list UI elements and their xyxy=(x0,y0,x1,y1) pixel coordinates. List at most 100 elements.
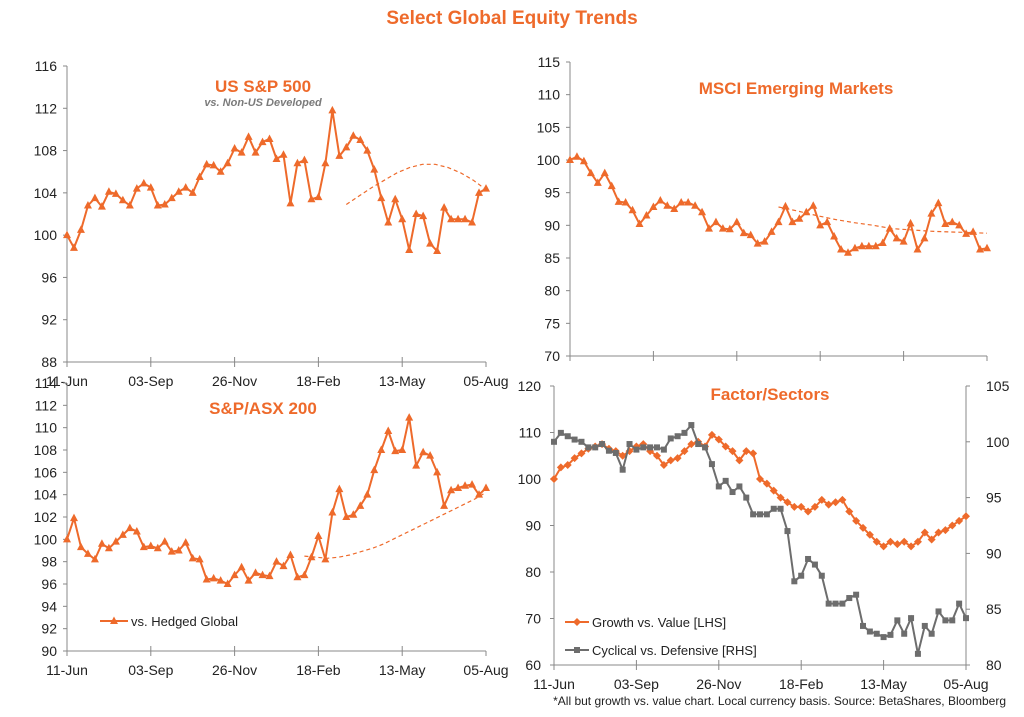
y-tick-label: 75 xyxy=(544,315,560,331)
data-point xyxy=(125,201,134,209)
data-point xyxy=(913,537,922,546)
data-point xyxy=(767,227,776,235)
y-tick-label: 92 xyxy=(41,621,57,637)
data-point xyxy=(781,201,790,210)
data-point xyxy=(628,205,637,214)
y-right-tick-label: 85 xyxy=(986,601,1002,617)
data-point xyxy=(791,578,798,585)
x-tick-label: 26-Nov xyxy=(696,676,741,692)
data-point xyxy=(314,192,323,201)
data-point xyxy=(293,572,302,581)
data-point xyxy=(859,523,867,532)
data-point xyxy=(798,572,805,579)
data-point xyxy=(605,447,612,454)
y-tick-label: 90 xyxy=(41,643,57,659)
y-tick-label: 88 xyxy=(41,354,57,370)
data-point xyxy=(956,600,963,607)
data-point xyxy=(804,507,813,516)
data-point xyxy=(237,148,246,156)
trend-line xyxy=(345,163,487,205)
legend-swatch-marker xyxy=(573,618,581,626)
data-point xyxy=(556,463,565,472)
data-point xyxy=(913,245,922,253)
data-point xyxy=(853,591,860,598)
data-point xyxy=(405,245,414,253)
data-point xyxy=(721,442,730,451)
data-point xyxy=(659,461,668,470)
data-point xyxy=(223,579,232,587)
data-point xyxy=(963,615,969,622)
data-point xyxy=(962,512,970,521)
data-point xyxy=(783,498,792,507)
data-point xyxy=(878,238,887,246)
y-tick-label: 100 xyxy=(34,531,58,547)
y-tick-label: 110 xyxy=(519,425,542,441)
data-point xyxy=(244,132,253,140)
y-tick-label: 85 xyxy=(544,250,560,266)
data-point xyxy=(642,211,651,219)
data-point xyxy=(230,143,239,152)
y-tick-label: 104 xyxy=(34,487,58,503)
data-point xyxy=(850,243,859,252)
data-point xyxy=(872,537,881,546)
data-point xyxy=(209,160,218,169)
data-point xyxy=(139,542,148,551)
data-point xyxy=(832,600,839,607)
data-point xyxy=(76,225,85,233)
data-point xyxy=(139,178,148,187)
data-point xyxy=(195,172,204,180)
data-point xyxy=(328,508,337,516)
data-point xyxy=(563,461,572,470)
data-point xyxy=(976,245,985,253)
data-point xyxy=(760,237,769,245)
data-point xyxy=(618,451,627,460)
x-tick-label: 18-Feb xyxy=(296,662,341,678)
y-tick-label: 90 xyxy=(525,518,541,534)
data-point xyxy=(857,241,866,250)
data-point xyxy=(948,521,957,530)
data-point xyxy=(795,214,804,222)
data-point xyxy=(846,595,853,602)
data-point xyxy=(914,650,921,657)
data-point xyxy=(797,502,806,511)
legend-label: Cyclical vs. Defensive [RHS] xyxy=(592,643,757,658)
y-tick-label: 94 xyxy=(41,598,57,614)
data-point xyxy=(585,444,592,451)
data-point xyxy=(440,203,449,211)
data-point xyxy=(893,540,902,549)
data-point xyxy=(377,193,386,202)
data-point xyxy=(566,155,574,163)
trend-line xyxy=(778,206,988,234)
data-point xyxy=(864,241,873,250)
y-tick-label: 60 xyxy=(525,657,541,673)
data-point xyxy=(195,554,204,563)
trend-line xyxy=(304,491,487,559)
data-point xyxy=(419,211,428,220)
data-point xyxy=(805,555,812,562)
data-point xyxy=(564,433,571,440)
data-point xyxy=(550,475,558,483)
x-tick-label: 13-May xyxy=(860,676,907,692)
data-point xyxy=(577,449,586,458)
data-point xyxy=(873,630,880,637)
y-tick-label: 96 xyxy=(41,269,57,285)
y-tick-label: 80 xyxy=(525,564,541,580)
data-point xyxy=(677,197,686,206)
data-point xyxy=(633,446,640,453)
data-point xyxy=(599,441,606,448)
data-point xyxy=(104,187,113,195)
data-point xyxy=(286,198,295,207)
x-tick-label: 26-Nov xyxy=(212,662,257,678)
x-tick-label: 18-Feb xyxy=(779,676,824,692)
x-tick-label: 13-May xyxy=(379,662,426,678)
y-tick-label: 96 xyxy=(41,576,57,592)
data-point xyxy=(750,511,757,518)
data-point xyxy=(440,501,449,509)
data-point xyxy=(776,493,785,502)
data-point xyxy=(181,183,190,191)
data-point xyxy=(770,505,777,512)
data-point xyxy=(482,184,490,192)
data-point xyxy=(708,461,715,468)
data-point xyxy=(941,526,950,535)
data-point xyxy=(674,433,681,440)
